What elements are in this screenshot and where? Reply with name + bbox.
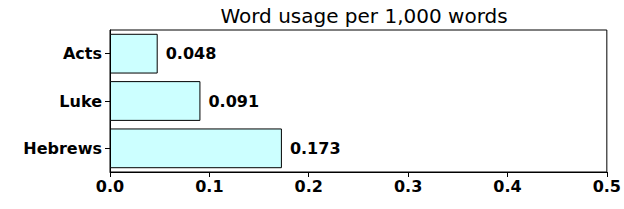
svg-text:Luke: Luke [59, 92, 102, 111]
svg-text:0.048: 0.048 [166, 44, 217, 63]
svg-text:Hebrews: Hebrews [23, 139, 102, 158]
svg-text:0.173: 0.173 [290, 139, 341, 158]
svg-text:0.2: 0.2 [295, 177, 323, 196]
svg-text:0.4: 0.4 [493, 177, 521, 196]
svg-text:0.3: 0.3 [394, 177, 422, 196]
svg-text:0.5: 0.5 [593, 177, 621, 196]
svg-text:0.0: 0.0 [96, 177, 124, 196]
svg-text:0.1: 0.1 [195, 177, 223, 196]
svg-text:0.091: 0.091 [208, 92, 259, 111]
svg-text:Acts: Acts [63, 44, 102, 63]
svg-text:Word usage per 1,000 words: Word usage per 1,000 words [220, 4, 507, 28]
